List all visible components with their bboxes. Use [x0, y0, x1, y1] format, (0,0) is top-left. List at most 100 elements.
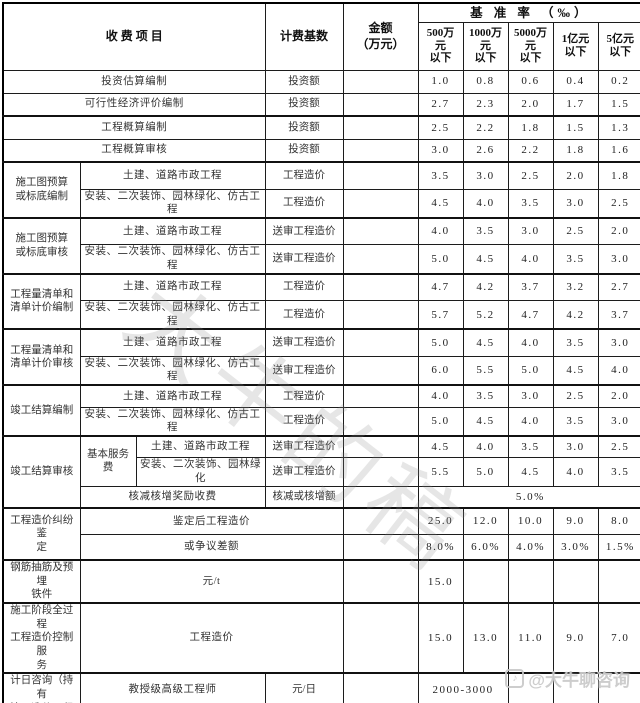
base-cell: 投资额: [264, 115, 344, 140]
rate-cell: 5.0: [417, 406, 464, 437]
table-row: 施工图预算 或标底编制 土建、道路市政工程 工程造价 3.5 3.0 2.5 2…: [2, 161, 640, 219]
table-row: 可行性经济评价编制 投资额 2.7 2.3 2.0 1.7 1.5: [2, 92, 640, 117]
rate-cell: 4.5: [417, 188, 464, 219]
rate-cell: 4.5: [462, 328, 509, 357]
group-label-cell: 竣工结算编制: [2, 384, 81, 437]
rate-cell: 1.5: [597, 92, 640, 117]
rate-cell: 3.5: [462, 384, 509, 408]
rate-cell: 4.0: [417, 384, 464, 408]
rate-cell: 1.8: [507, 115, 554, 140]
header-rate-col-1y: 1亿元 以下: [552, 21, 599, 71]
item-cell: 土建、道路市政工程: [79, 161, 266, 190]
rate-cell: 1.3: [597, 115, 640, 140]
rate-cell: 10.0: [507, 507, 554, 535]
rate-cell: 4.2: [462, 272, 509, 302]
item-cell: 安装、二次装饰、园林绿化、仿古工程: [79, 355, 266, 386]
rate-cell: 3.7: [597, 300, 640, 330]
rate-cell: 5.5: [417, 457, 464, 487]
table-row: 工程概算编制 投资额 2.5 2.2 1.8 1.5 1.3: [2, 115, 640, 140]
amount-cell: [342, 188, 419, 219]
item-cell: 鉴定后工程造价: [79, 507, 344, 535]
item-cell: 元/t: [79, 559, 344, 604]
rate-cell: 2.5: [597, 434, 640, 459]
rate-cell: 3.5: [462, 216, 509, 246]
rate-cell: 1.8: [552, 138, 599, 163]
header-fee-item: 收 费 项 目: [2, 2, 266, 71]
rate-cell: 9.0: [552, 507, 599, 535]
rate-cell: 4.5: [462, 406, 509, 437]
rate-cell: 2.5: [552, 216, 599, 246]
base-cell: 投资额: [264, 69, 344, 94]
item-cell: 土建、道路市政工程: [79, 384, 266, 408]
rate-cell: 2.7: [597, 272, 640, 302]
base-cell: 投资额: [264, 138, 344, 163]
header-billing-base: 计费基数: [264, 2, 344, 71]
rate-cell: [507, 672, 554, 703]
rate-cell: 3.0%: [552, 533, 599, 561]
amount-cell: [342, 138, 419, 163]
rate-cell: 9.0: [552, 602, 599, 674]
item-cell: 土建、道路市政工程: [79, 272, 266, 302]
item-cell: 工程造价: [79, 602, 344, 674]
table-row: 工程概算审核 投资额 3.0 2.6 2.2 1.8 1.6: [2, 138, 640, 163]
rate-cell: 0.2: [597, 69, 640, 94]
rate-cell: 4.7: [507, 300, 554, 330]
amount-cell: [342, 406, 419, 437]
rate-cell: 3.0: [462, 161, 509, 190]
rate-cell: 6.0%: [462, 533, 509, 561]
rate-cell: 0.6: [507, 69, 554, 94]
rate-cell: 5.5: [462, 355, 509, 386]
rate-cell: 25.0: [417, 507, 464, 535]
table-row: 安装、二次装饰、园林绿化、仿古工程 工程造价 5.0 4.5 4.0 3.5 3…: [3, 406, 640, 437]
rate-cell: 2.0: [597, 216, 640, 246]
table-row: 竣工结算审核 基本服务费 土建、道路市政工程 送审工程造价 4.5 4.0 3.…: [2, 434, 640, 509]
rate-cell: 3.5: [507, 188, 554, 219]
base-cell: 核减或核增额: [264, 485, 344, 509]
rate-cell: 1.6: [597, 138, 640, 163]
group-label-cell: 施工图预算 或标底编制: [2, 161, 81, 219]
amount-cell: [342, 115, 419, 140]
base-cell: 送审工程造价: [264, 216, 344, 246]
amount-cell: [342, 272, 419, 302]
rate-cell: 5.2: [462, 300, 509, 330]
rate-cell: 3.0: [507, 216, 554, 246]
item-cell: 投资估算编制: [2, 69, 266, 94]
rate-cell: 5.0: [462, 457, 509, 487]
rate-cell: 4.0: [597, 355, 640, 386]
base-cell: 送审工程造价: [264, 457, 344, 487]
rate-cell: 0.8: [462, 69, 509, 94]
rate-cell: 4.0: [552, 457, 599, 487]
rate-cell: 5.0: [417, 328, 464, 357]
rate-cell: 4.5: [507, 457, 554, 487]
table-row: 安装、二次装饰、园林绿化 送审工程造价 5.5 5.0 4.5 4.0 3.5: [3, 457, 640, 487]
rate-cell: 4.7: [417, 272, 464, 302]
base-cell: 工程造价: [264, 406, 344, 437]
rate-cell: 2.6: [462, 138, 509, 163]
rate-cell: 3.0: [552, 188, 599, 219]
item-cell: 土建、道路市政工程: [79, 328, 266, 357]
rate-cell: 3.0: [597, 244, 640, 275]
amount-cell: [342, 457, 419, 487]
table-row: 工程造价纠纷鉴 定 鉴定后工程造价 25.0 12.0 10.0 9.0 8.0: [2, 507, 640, 561]
rate-cell: 4.0: [462, 188, 509, 219]
item-cell: 安装、二次装饰、园林绿化、仿古工程: [79, 188, 266, 219]
rate-cell: 4.0: [507, 406, 554, 437]
rate-cell: 15.0: [417, 559, 464, 604]
table-row: 钢筋抽筋及预埋 铁件 元/t 15.0: [2, 559, 640, 604]
rate-cell: [552, 559, 599, 604]
rate-cell: 3.5: [552, 406, 599, 437]
table-row: 施工图预算 或标底审核 土建、道路市政工程 送审工程造价 4.0 3.5 3.0…: [2, 216, 640, 275]
rate-cell: 1.5: [552, 115, 599, 140]
group-label-cell: 竣工结算审核: [2, 434, 81, 509]
item-cell: 或争议差额: [79, 533, 344, 561]
amount-cell: [342, 559, 419, 604]
amount-cell: [342, 485, 419, 509]
base-cell: 送审工程造价: [264, 434, 344, 459]
rate-cell: 7.0: [597, 602, 640, 674]
table-row: 竣工结算编制 土建、道路市政工程 工程造价 4.0 3.5 3.0 2.5 2.…: [2, 384, 640, 437]
item-cell: 安装、二次装饰、园林绿化、仿古工程: [79, 406, 266, 437]
table-row: 计日咨询（持有 注册造价工程师 或造价专业资格 证人员） 教授级高级工程师 元/…: [2, 672, 640, 703]
rate-cell: 3.5: [597, 457, 640, 487]
amount-cell: [342, 672, 419, 703]
base-cell: 工程造价: [264, 188, 344, 219]
